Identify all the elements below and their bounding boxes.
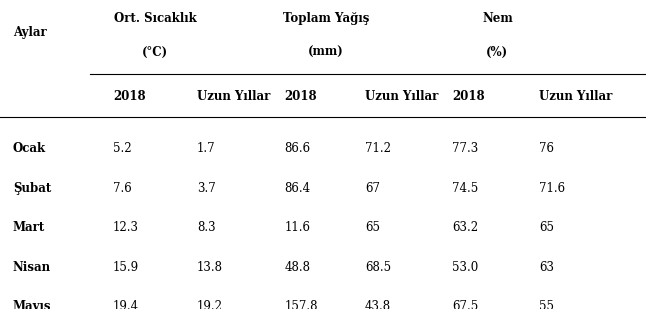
Text: 15.9: 15.9 — [113, 261, 139, 274]
Text: Mayıs: Mayıs — [13, 300, 52, 309]
Text: 43.8: 43.8 — [365, 300, 391, 309]
Text: Şubat: Şubat — [13, 182, 51, 195]
Text: 77.3: 77.3 — [452, 142, 479, 155]
Text: 65: 65 — [365, 221, 380, 234]
Text: Uzun Yıllar: Uzun Yıllar — [539, 90, 613, 103]
Text: 63: 63 — [539, 261, 554, 274]
Text: 13.8: 13.8 — [197, 261, 223, 274]
Text: Nem: Nem — [482, 12, 513, 25]
Text: 74.5: 74.5 — [452, 182, 479, 195]
Text: Aylar: Aylar — [13, 26, 47, 39]
Text: 2018: 2018 — [452, 90, 485, 103]
Text: Ort. Sıcaklık: Ort. Sıcaklık — [114, 12, 196, 25]
Text: 2018: 2018 — [284, 90, 317, 103]
Text: (°C): (°C) — [142, 46, 168, 59]
Text: 12.3: 12.3 — [113, 221, 139, 234]
Text: Ocak: Ocak — [13, 142, 46, 155]
Text: 11.6: 11.6 — [284, 221, 310, 234]
Text: 53.0: 53.0 — [452, 261, 479, 274]
Text: (%): (%) — [486, 46, 508, 59]
Text: 76: 76 — [539, 142, 554, 155]
Text: 55: 55 — [539, 300, 554, 309]
Text: 19.4: 19.4 — [113, 300, 139, 309]
Text: 5.2: 5.2 — [113, 142, 132, 155]
Text: 68.5: 68.5 — [365, 261, 391, 274]
Text: 65: 65 — [539, 221, 554, 234]
Text: 67: 67 — [365, 182, 380, 195]
Text: Nisan: Nisan — [13, 261, 51, 274]
Text: 19.2: 19.2 — [197, 300, 223, 309]
Text: 7.6: 7.6 — [113, 182, 132, 195]
Text: 71.2: 71.2 — [365, 142, 391, 155]
Text: Mart: Mart — [13, 221, 45, 234]
Text: Toplam Yağış: Toplam Yağış — [283, 12, 370, 25]
Text: 8.3: 8.3 — [197, 221, 216, 234]
Text: 1.7: 1.7 — [197, 142, 216, 155]
Text: 2018: 2018 — [113, 90, 146, 103]
Text: Uzun Yıllar: Uzun Yıllar — [365, 90, 439, 103]
Text: 48.8: 48.8 — [284, 261, 310, 274]
Text: 71.6: 71.6 — [539, 182, 565, 195]
Text: Uzun Yıllar: Uzun Yıllar — [197, 90, 271, 103]
Text: 86.6: 86.6 — [284, 142, 310, 155]
Text: 3.7: 3.7 — [197, 182, 216, 195]
Text: 86.4: 86.4 — [284, 182, 310, 195]
Text: 157.8: 157.8 — [284, 300, 318, 309]
Text: 63.2: 63.2 — [452, 221, 478, 234]
Text: 67.5: 67.5 — [452, 300, 479, 309]
Text: (mm): (mm) — [308, 46, 344, 59]
